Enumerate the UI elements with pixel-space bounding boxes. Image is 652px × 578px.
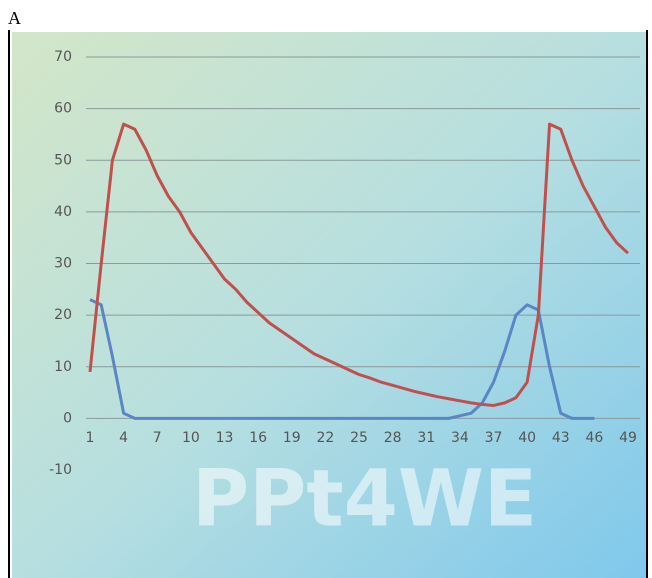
x-tick-label: 46 [585,430,603,446]
x-tick-label: 28 [384,430,402,446]
x-tick-label: 40 [518,430,536,446]
x-tick-label: 37 [485,430,503,446]
y-tick-label: 20 [54,307,72,323]
frame [8,30,648,578]
x-tick-label: 4 [119,430,128,446]
x-tick-label: 19 [283,430,301,446]
x-tick-label: 22 [316,430,334,446]
x-tick-label: 31 [417,430,435,446]
y-tick-label: -10 [49,462,72,478]
x-tick-label: 49 [619,430,637,446]
x-tick-label: 13 [216,430,234,446]
series-line [88,122,630,407]
x-tick-label: 43 [552,430,570,446]
series-line [89,298,595,420]
watermark: PPt4WE [192,454,537,544]
y-tick-label: 40 [54,204,72,220]
x-tick-label: 16 [249,430,267,446]
y-tick-label: 60 [54,101,72,117]
y-tick-label: 0 [63,410,72,426]
x-tick-label: 7 [153,430,162,446]
label: А [8,8,21,28]
x-tick-label: 34 [451,430,469,446]
chart: PPt4WE -10 0 10 20 30 40 50 60 70 1 4 7 10 13 16 19 22 25 2… [12,32,646,578]
y-tick-label: 10 [54,359,72,375]
y-tick-label: 70 [54,49,72,65]
x-tick-label: 25 [350,430,368,446]
y-tick-label: 30 [54,256,72,272]
x-tick-label: 1 [86,430,95,446]
y-tick-label: 50 [54,152,72,168]
x-tick-label: 10 [182,430,200,446]
